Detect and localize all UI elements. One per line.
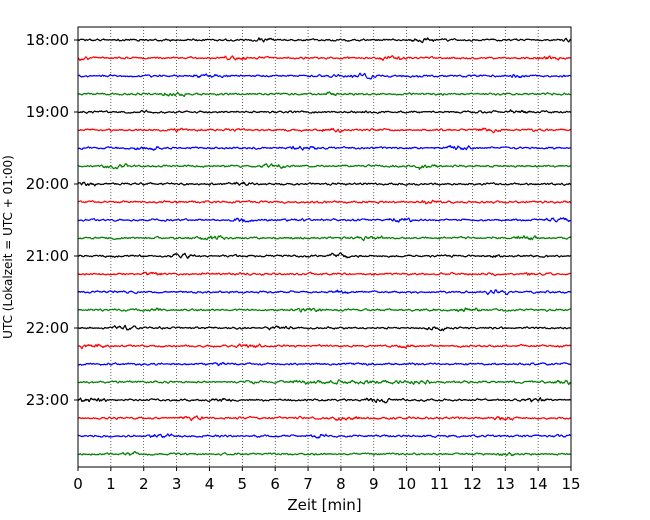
- x-tick-label-8: 8: [336, 475, 346, 493]
- trace-21: [77, 415, 572, 422]
- trace-6: [77, 145, 572, 151]
- x-tick-label-4: 4: [205, 475, 215, 493]
- x-axis-ticks: 0 1 2 3 4 5 6 7 8 9 10 11 12 13 14 15: [73, 467, 581, 493]
- x-axis-label: Zeit [min]: [287, 496, 361, 514]
- x-tick-label-5: 5: [238, 475, 248, 493]
- y-tick-label-2: 20:00: [26, 175, 69, 193]
- y-tick-label-5: 23:00: [26, 391, 69, 409]
- trace-3: [77, 91, 572, 98]
- trace-2: [77, 72, 572, 80]
- y-tick-label-0: 18:00: [26, 31, 69, 49]
- trace-9: [77, 199, 572, 205]
- y-tick-label-4: 22:00: [26, 319, 69, 337]
- x-tick-label-15: 15: [561, 475, 580, 493]
- trace-16: [77, 324, 572, 332]
- trace-4: [77, 109, 572, 114]
- trace-15: [77, 307, 572, 313]
- trace-7: [77, 163, 572, 170]
- plot-frame: [77, 26, 572, 468]
- x-tick-label-6: 6: [270, 475, 280, 493]
- trace-5: [77, 127, 572, 134]
- y-axis-label: UTC (Lokalzeit = UTC + 01:00): [1, 155, 15, 339]
- trace-11: [77, 234, 572, 242]
- x-tick-label-14: 14: [529, 475, 548, 493]
- grid-lines: [110, 27, 539, 467]
- x-tick-label-1: 1: [106, 475, 116, 493]
- trace-19: [77, 379, 572, 386]
- x-tick-label-0: 0: [73, 475, 83, 493]
- x-tick-label-9: 9: [369, 475, 379, 493]
- trace-10: [77, 217, 572, 223]
- trace-23: [77, 451, 572, 457]
- trace-18: [77, 361, 572, 367]
- trace-14: [77, 289, 572, 296]
- x-tick-label-10: 10: [397, 475, 416, 493]
- trace-13: [77, 271, 572, 277]
- x-tick-label-11: 11: [430, 475, 449, 493]
- trace-22: [77, 433, 572, 439]
- trace-20: [77, 397, 572, 404]
- trace-8: [77, 181, 572, 187]
- x-tick-label-3: 3: [172, 475, 182, 493]
- trace-17: [77, 343, 572, 350]
- trace-12: [77, 252, 572, 259]
- y-axis-ticks: 18:00 19:00 20:00 21:00 22:00 23:00: [26, 31, 78, 409]
- x-tick-label-7: 7: [303, 475, 313, 493]
- trace-1: [77, 54, 572, 61]
- x-tick-label-2: 2: [139, 475, 149, 493]
- x-tick-label-12: 12: [463, 475, 482, 493]
- x-tick-label-13: 13: [496, 475, 515, 493]
- trace-0: [77, 37, 572, 44]
- y-tick-label-1: 19:00: [26, 103, 69, 121]
- y-tick-label-3: 21:00: [26, 247, 69, 265]
- seismic-traces: [77, 37, 572, 457]
